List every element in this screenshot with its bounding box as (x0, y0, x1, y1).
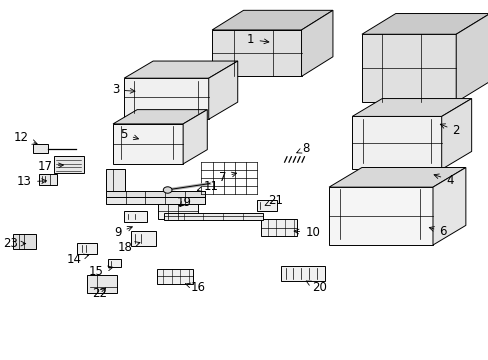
Polygon shape (212, 30, 301, 76)
Text: 9: 9 (114, 226, 132, 239)
Polygon shape (351, 116, 441, 169)
Text: 2: 2 (439, 124, 459, 137)
Bar (39, 174, 57, 185)
Text: 20: 20 (305, 281, 326, 294)
Polygon shape (208, 61, 237, 119)
Polygon shape (328, 187, 432, 245)
Bar (156, 269, 192, 284)
Polygon shape (328, 167, 465, 187)
Polygon shape (124, 78, 208, 119)
Text: 22: 22 (92, 287, 107, 300)
Bar (33, 144, 48, 153)
Text: 16: 16 (185, 282, 205, 294)
Text: 4: 4 (433, 174, 453, 186)
Bar (13, 234, 36, 249)
Text: 1: 1 (246, 33, 268, 46)
Polygon shape (113, 110, 207, 124)
Text: 11: 11 (197, 180, 218, 193)
Bar (108, 259, 121, 267)
Text: 12: 12 (14, 131, 37, 144)
Polygon shape (351, 99, 471, 116)
Text: 3: 3 (112, 84, 135, 96)
Polygon shape (105, 197, 204, 204)
Bar (87, 275, 117, 293)
Polygon shape (113, 124, 183, 164)
Text: 23: 23 (2, 237, 26, 250)
Text: 5: 5 (120, 128, 138, 141)
Bar (131, 231, 156, 246)
Polygon shape (455, 14, 488, 102)
Text: 8: 8 (296, 142, 309, 155)
Polygon shape (361, 14, 488, 34)
Text: 21: 21 (264, 194, 283, 207)
Text: 15: 15 (88, 265, 113, 278)
Polygon shape (301, 10, 332, 76)
Polygon shape (183, 110, 207, 164)
Polygon shape (163, 213, 263, 220)
Polygon shape (261, 219, 296, 237)
Polygon shape (124, 211, 146, 222)
Polygon shape (105, 192, 204, 197)
Polygon shape (124, 61, 237, 78)
Text: 18: 18 (118, 240, 140, 254)
Polygon shape (212, 10, 332, 30)
Bar (256, 200, 276, 211)
Text: 7: 7 (219, 171, 236, 184)
Bar (54, 156, 83, 173)
Bar (158, 203, 197, 219)
Text: 14: 14 (67, 253, 88, 266)
Polygon shape (105, 168, 125, 192)
Text: 19: 19 (176, 195, 191, 209)
Polygon shape (432, 167, 465, 245)
Text: 10: 10 (293, 226, 320, 239)
Bar (280, 266, 325, 281)
Polygon shape (441, 99, 471, 169)
Bar (77, 243, 97, 254)
Polygon shape (361, 34, 455, 102)
Text: 13: 13 (17, 175, 46, 188)
Text: 17: 17 (38, 160, 63, 173)
Circle shape (163, 187, 172, 193)
Text: 6: 6 (428, 225, 446, 238)
